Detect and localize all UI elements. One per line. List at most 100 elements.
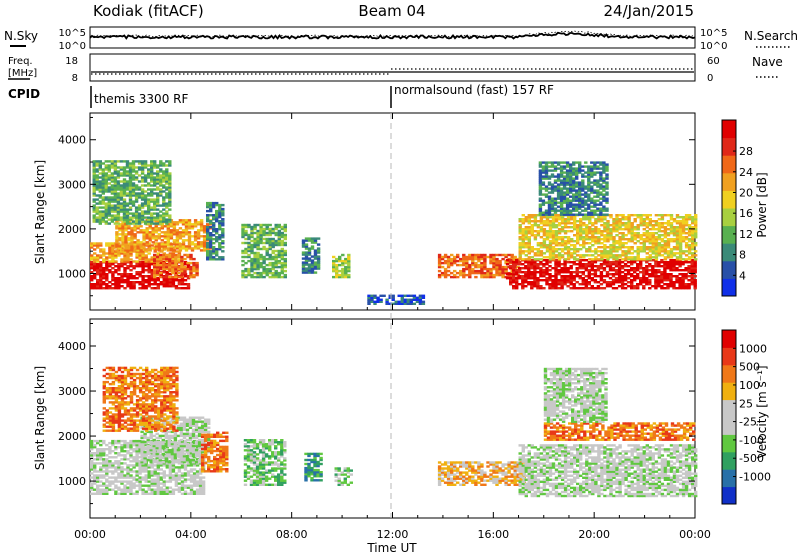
heatmap-cell <box>111 279 115 282</box>
heatmap-cell <box>477 259 481 263</box>
heatmap-cell <box>578 195 582 198</box>
heatmap-cell <box>209 242 213 245</box>
heatmap-cell <box>259 237 263 241</box>
heatmap-cell <box>599 191 603 194</box>
heatmap-cell <box>606 252 610 255</box>
heatmap-cell <box>554 216 559 219</box>
heatmap-cell <box>162 265 166 269</box>
heatmap-cell <box>180 269 184 273</box>
heatmap-cell <box>215 211 219 215</box>
heatmap-cell <box>581 281 585 284</box>
heatmap-cell <box>153 160 157 163</box>
heatmap-cell <box>687 226 692 229</box>
heatmap-cell <box>694 236 698 239</box>
heatmap-cell <box>477 269 481 273</box>
heatmap-cell <box>678 281 682 284</box>
heatmap-cell <box>556 163 561 166</box>
heatmap-cell <box>304 269 309 272</box>
heatmap-cell <box>648 263 652 266</box>
heatmap-cell <box>566 242 571 245</box>
heatmap-cell <box>159 180 163 183</box>
heatmap-cell <box>547 161 552 164</box>
heatmap-cell <box>130 237 134 240</box>
heatmap-cell <box>117 446 121 449</box>
heatmap-cell <box>162 218 166 221</box>
heatmap-cell <box>93 275 97 278</box>
heatmap-cell <box>156 285 160 288</box>
heatmap-cell <box>539 287 543 290</box>
heatmap-cell <box>138 478 142 481</box>
heatmap-cell <box>341 271 345 275</box>
heatmap-cell <box>153 166 157 169</box>
heatmap-cell <box>498 273 502 277</box>
heatmap-cell <box>165 281 169 284</box>
heatmap-cell <box>181 241 186 244</box>
heatmap-cell <box>654 246 659 249</box>
heatmap-cell <box>611 275 616 278</box>
heatmap-cell <box>572 197 576 200</box>
heatmap-cell <box>244 233 248 237</box>
heatmap-cell <box>92 166 96 169</box>
heatmap-cell <box>114 285 118 288</box>
heatmap-cell <box>140 196 145 199</box>
heatmap-cell <box>277 241 281 245</box>
heatmap-cell <box>587 165 591 168</box>
heatmap-cell <box>92 192 96 195</box>
heatmap-cell <box>593 275 598 278</box>
heatmap-cell <box>107 198 111 201</box>
heatmap-cell <box>122 178 127 181</box>
heatmap-cell <box>557 281 561 284</box>
heatmap-cell <box>96 450 100 453</box>
heatmap-cell <box>521 214 525 217</box>
heatmap-cell <box>527 267 531 270</box>
heatmap-cell <box>666 261 670 264</box>
heatmap-cell <box>533 271 537 274</box>
heatmap-cell <box>480 263 484 267</box>
heatmap-cell <box>168 178 172 181</box>
heatmap-cell <box>250 265 254 269</box>
heatmap-cell <box>202 249 207 252</box>
heatmap-cell <box>630 287 634 290</box>
heatmap-cell <box>119 194 124 197</box>
heatmap-cell <box>140 216 145 219</box>
heatmap-cell <box>690 283 694 286</box>
heatmap-cell <box>104 206 108 209</box>
heatmap-cell <box>675 226 680 229</box>
heatmap-cell <box>660 224 665 227</box>
heatmap-cell <box>186 255 190 259</box>
heatmap-cell <box>165 172 169 175</box>
heatmap-cell <box>654 236 659 239</box>
heatmap-cell <box>400 294 404 297</box>
heatmap-cell <box>107 214 111 217</box>
heatmap-cell <box>102 260 106 263</box>
heatmap-cell <box>347 275 351 279</box>
heatmap-cell <box>120 458 124 461</box>
heatmap-cell <box>218 205 222 209</box>
heatmap-cell <box>105 472 109 475</box>
heatmap-cell <box>602 209 606 212</box>
heatmap-cell <box>171 279 176 282</box>
heatmap-cell <box>562 185 567 188</box>
heatmap-cell <box>247 259 251 263</box>
heatmap-cell <box>104 190 108 193</box>
heatmap-cell <box>143 204 148 207</box>
heatmap-cell <box>307 239 312 242</box>
heatmap-cell <box>560 238 565 241</box>
heatmap-cell <box>573 220 577 223</box>
heatmap-cell <box>617 285 622 288</box>
heatmap-cell <box>126 470 130 473</box>
heatmap-cell <box>565 161 570 164</box>
heatmap-cell <box>551 232 556 235</box>
heatmap-cell <box>137 212 142 215</box>
heatmap-cell <box>313 257 318 260</box>
heatmap-cell <box>609 236 613 239</box>
heatmap-cell <box>636 285 640 288</box>
heatmap-cell <box>144 263 148 266</box>
heatmap-cell <box>663 248 668 251</box>
heatmap-cell <box>553 161 558 164</box>
heatmap-cell <box>518 224 522 227</box>
heatmap-cell <box>153 250 157 253</box>
heatmap-cell <box>587 213 591 216</box>
heatmap-cell <box>136 227 140 230</box>
heatmap-cell <box>108 244 112 247</box>
